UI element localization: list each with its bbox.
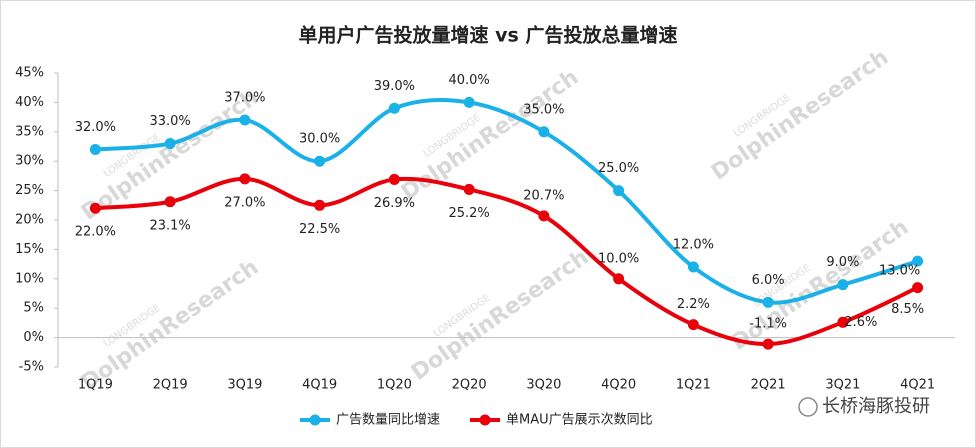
point (314, 155, 326, 167)
x-tick-label: 3Q21 (825, 378, 860, 393)
data-label: 33.0% (149, 114, 190, 129)
point (388, 102, 400, 114)
data-label: 22.0% (75, 225, 116, 240)
data-label: -1.1% (749, 317, 787, 332)
y-tick-label: 30% (15, 154, 44, 169)
point (463, 96, 475, 108)
y-tick-label: -5% (19, 360, 44, 375)
y-tick-label: 15% (15, 242, 44, 257)
point (687, 261, 699, 273)
y-tick-label: 35% (15, 124, 44, 139)
y-tick-label: 10% (15, 271, 44, 286)
data-label: 22.5% (299, 222, 340, 237)
point (613, 273, 625, 285)
point (837, 279, 849, 291)
series-line (95, 176, 919, 347)
data-label: 30.0% (299, 132, 340, 147)
point (687, 319, 699, 331)
data-label: 37.0% (224, 91, 265, 106)
data-label: 27.0% (224, 195, 265, 210)
data-label: 26.9% (374, 196, 415, 211)
legend-label: 广告数量同比增速 (336, 413, 440, 428)
point (388, 173, 400, 185)
data-label: 32.0% (75, 120, 116, 135)
data-label: 2.6% (844, 315, 877, 330)
data-label: 35.0% (523, 102, 564, 117)
legend-label: 单MAU广告展示次数同比 (506, 412, 653, 428)
x-tick-label: 2Q21 (751, 378, 786, 393)
data-label: 13.0% (879, 264, 920, 279)
y-tick-label: 45% (15, 66, 44, 81)
data-label: 9.0% (826, 255, 859, 270)
x-tick-label: 4Q20 (601, 378, 636, 393)
point (762, 296, 774, 308)
y-tick-label: 20% (15, 213, 44, 228)
point (164, 138, 176, 150)
data-label: 39.0% (374, 79, 415, 94)
point (837, 316, 849, 328)
legend-marker (309, 414, 321, 426)
point (89, 143, 101, 155)
y-tick-label: 40% (15, 95, 44, 110)
point (164, 196, 176, 208)
data-label: 2.2% (677, 297, 710, 312)
chart-title: 单用户广告投放量增速 vs 广告投放总量增速 (299, 24, 678, 47)
point (538, 126, 550, 138)
x-tick-label: 1Q19 (78, 378, 113, 393)
x-tick-label: 3Q20 (526, 378, 561, 393)
data-label: 12.0% (673, 238, 714, 253)
point (463, 183, 475, 195)
point (613, 185, 625, 197)
point (239, 173, 251, 185)
x-tick-label: 2Q19 (153, 378, 188, 393)
brand: 长桥海豚投研 (822, 396, 930, 417)
y-tick-label: 0% (23, 330, 44, 345)
data-label: 8.5% (891, 302, 924, 317)
x-tick-label: 1Q21 (676, 378, 711, 393)
x-tick-label: 4Q21 (900, 378, 935, 393)
brand-logo: 长桥海豚投研 (798, 396, 930, 417)
data-label: 25.2% (448, 206, 489, 221)
point (89, 202, 101, 214)
y-tick-label: 25% (15, 183, 44, 198)
data-label: 6.0% (752, 273, 785, 288)
y-tick-label: 5% (23, 301, 44, 316)
point (239, 114, 251, 126)
point (912, 282, 924, 294)
point (538, 210, 550, 222)
point (314, 199, 326, 211)
data-label: 23.1% (149, 218, 190, 233)
data-label: 40.0% (448, 73, 489, 88)
data-label: 20.7% (523, 188, 564, 203)
data-label: 25.0% (598, 161, 639, 176)
x-tick-label: 4Q19 (302, 378, 337, 393)
x-tick-label: 1Q20 (377, 378, 412, 393)
x-tick-label: 2Q20 (452, 378, 487, 393)
x-tick-label: 3Q19 (227, 378, 262, 393)
point (762, 338, 774, 350)
point (912, 255, 924, 267)
data-label: 10.0% (598, 251, 639, 266)
legend-marker (479, 414, 491, 426)
